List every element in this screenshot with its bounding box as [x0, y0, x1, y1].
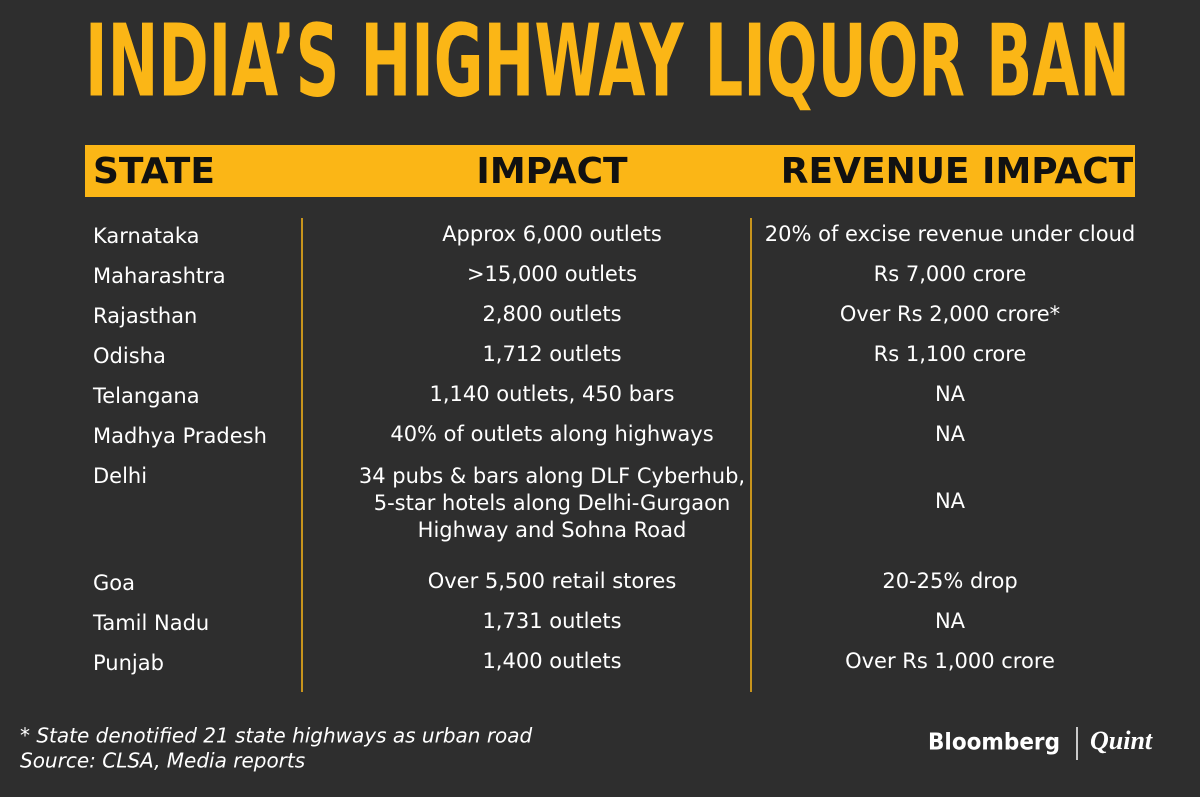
revenue-impact: NA: [935, 489, 966, 513]
state: Delhi: [93, 464, 147, 488]
state: Madhya Pradesh: [93, 424, 267, 448]
revenue-impact: Rs 7,000 crore: [874, 262, 1027, 286]
title: INDIA’S HIGHWAY LIQUOR BAN: [85, 2, 1130, 119]
state: Tamil Nadu: [92, 611, 209, 635]
state: Goa: [93, 571, 135, 595]
impact: 40% of outlets along highways: [390, 422, 713, 446]
impact: 1,731 outlets: [482, 609, 621, 633]
impact: 1,140 outlets, 450 bars: [430, 382, 675, 406]
state: Punjab: [93, 651, 164, 675]
brand: Quint: [1090, 726, 1153, 755]
revenue-impact: NA: [935, 609, 966, 633]
impact: Highway and Sohna Road: [418, 518, 687, 542]
header-bar: [85, 145, 1135, 197]
impact: 1,712 outlets: [482, 342, 621, 366]
brand: Bloomberg: [928, 730, 1060, 756]
source: Source: CLSA, Media reports: [20, 749, 305, 773]
column-header: IMPACT: [476, 151, 628, 192]
revenue-impact: NA: [935, 382, 966, 406]
state: Odisha: [93, 344, 166, 368]
state: Karnataka: [93, 224, 199, 248]
impact: >15,000 outlets: [467, 262, 637, 286]
column-header: STATE: [93, 151, 215, 192]
impact: Approx 6,000 outlets: [442, 222, 662, 246]
state: Telangana: [92, 384, 200, 408]
state: Maharashtra: [93, 264, 226, 288]
table-body: Karnataka Approx 6,000 outlets 20% of exci…: [92, 222, 1135, 675]
revenue-impact: NA: [935, 422, 966, 446]
revenue-impact: Rs 1,100 crore: [874, 342, 1027, 366]
impact: 1,400 outlets: [482, 649, 621, 673]
impact: 34 pubs & bars along DLF Cyberhub,: [359, 464, 745, 488]
impact: Over 5,500 retail stores: [428, 569, 677, 593]
revenue-impact: Over Rs 1,000 crore: [845, 649, 1055, 673]
column-header: REVENUE IMPACT: [781, 151, 1134, 192]
footnote: * State denotified 21 state highways as …: [20, 724, 533, 748]
impact: 2,800 outlets: [482, 302, 621, 326]
state: Rajasthan: [93, 304, 197, 328]
impact: 5-star hotels along Delhi-Gurgaon: [374, 491, 731, 515]
revenue-impact: Over Rs 2,000 crore*: [840, 302, 1060, 326]
revenue-impact: 20% of excise revenue under cloud: [765, 222, 1136, 246]
revenue-impact: 20-25% drop: [882, 569, 1017, 593]
